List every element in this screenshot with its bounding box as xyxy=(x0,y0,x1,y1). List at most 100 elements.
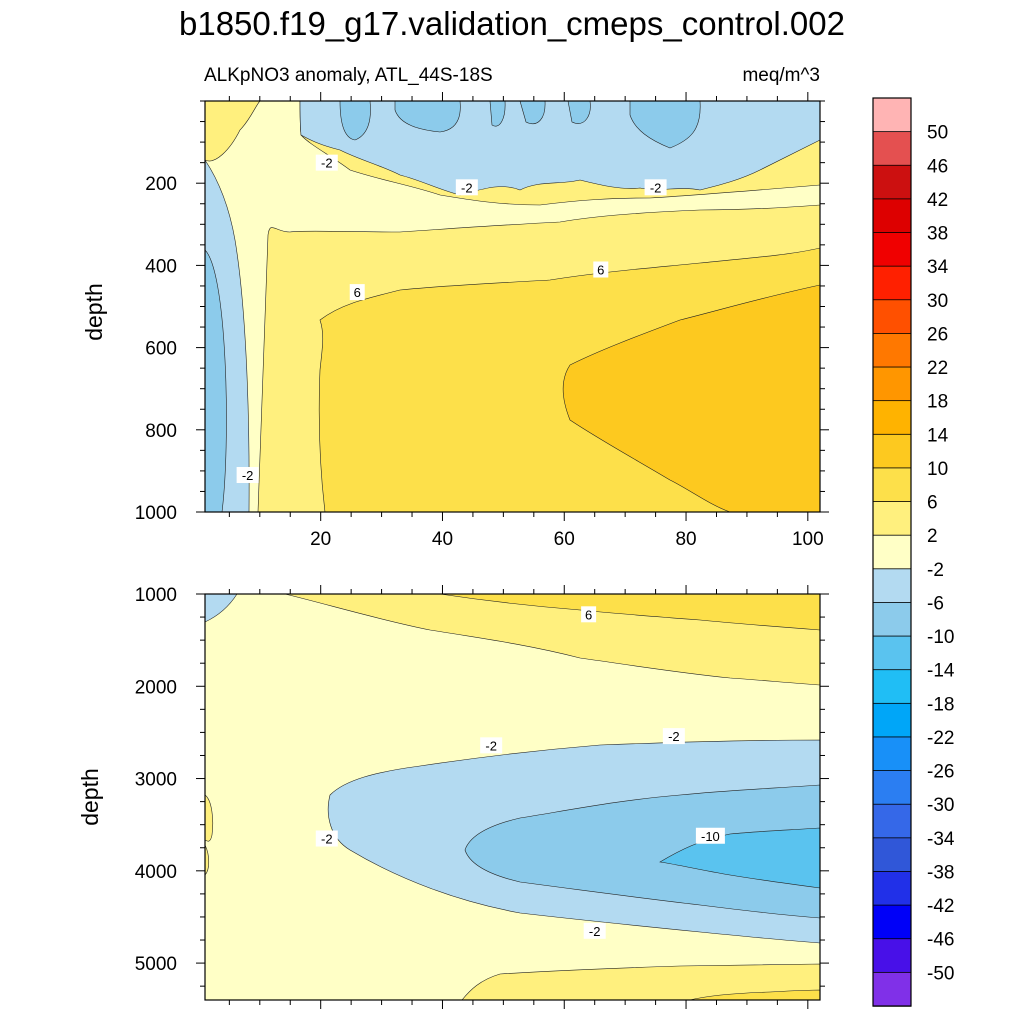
contour-label: -2 xyxy=(242,468,254,483)
contour-label-box xyxy=(349,284,365,301)
contour-label-box xyxy=(455,179,478,196)
lower-band-strong-negative xyxy=(464,784,821,919)
lower-panel: 1000 2000 3000 4000 5000 6 -2 -2 -2 -10 -2 depth xyxy=(77,585,829,1009)
subtitle-right: meq/m^3 xyxy=(742,65,820,86)
colorbar-label: -22 xyxy=(927,728,954,749)
colorbar-label: 42 xyxy=(927,190,948,211)
contour-label-box xyxy=(581,606,597,623)
contour-label-box xyxy=(315,830,338,847)
colorbar-swatch xyxy=(872,837,912,873)
y-tick-label: 1000 xyxy=(135,585,177,606)
colorbar-label: -42 xyxy=(927,896,954,917)
contour-label-box xyxy=(644,179,667,196)
upper-band-strong-negative-left xyxy=(204,249,227,513)
colorbar-swatch xyxy=(872,669,912,705)
colorbar-swatch xyxy=(872,635,912,671)
x-tick-label: 20 xyxy=(310,529,331,550)
contour-label: -2 xyxy=(650,180,662,195)
contour-label: 6 xyxy=(354,285,361,300)
colorbar-swatch xyxy=(872,702,912,738)
contour-label: -2 xyxy=(589,924,601,939)
colorbar-label: -34 xyxy=(927,829,955,850)
colorbar-label: -14 xyxy=(927,661,955,682)
colorbar-swatch xyxy=(872,736,912,772)
contour-label: -2 xyxy=(321,832,333,847)
upper-band-strong-positive xyxy=(562,284,821,513)
x-tick-label: 100 xyxy=(792,529,824,550)
colorbar-label: 50 xyxy=(927,123,948,144)
colorbar-swatch xyxy=(872,770,912,805)
upper-axis-ticks: 20 40 60 80 100 200 400 600 800 1000 xyxy=(135,92,829,550)
colorbar-swatch xyxy=(872,97,912,133)
colorbar-swatch xyxy=(872,467,912,503)
colorbar-label: -50 xyxy=(927,963,954,984)
x-tick-label: 80 xyxy=(675,529,696,550)
y-tick-label: 800 xyxy=(145,421,177,442)
colorbar-label: 14 xyxy=(927,425,949,446)
upper-panel: 20 40 60 80 100 200 400 600 800 1000 -2 -2 -2 6 6 -2 d… xyxy=(81,92,829,550)
colorbar-swatch xyxy=(872,803,912,839)
colorbar-swatch xyxy=(872,198,912,234)
colorbar-swatch xyxy=(872,164,912,200)
lower-panel-frame xyxy=(204,593,821,1001)
y-tick-label: 3000 xyxy=(135,770,177,791)
colorbar-swatch xyxy=(872,568,912,604)
contour-label-box xyxy=(593,261,609,278)
colorbar-label: 30 xyxy=(927,291,948,312)
colorbar-label: -2 xyxy=(927,560,944,581)
colorbar-label: 38 xyxy=(927,224,948,245)
upper-contour-labels: -2 -2 -2 6 6 -2 xyxy=(236,154,667,484)
contour-label-box xyxy=(695,827,725,844)
colorbar-swatch xyxy=(872,433,912,469)
colorbar-label: 6 xyxy=(927,493,938,514)
y-tick-label: 2000 xyxy=(135,677,177,698)
contour-label: -2 xyxy=(461,180,473,195)
contour-label-box xyxy=(480,737,503,754)
colorbar-swatch xyxy=(872,265,912,301)
contour-label-box xyxy=(315,154,338,171)
colorbar-swatch xyxy=(872,366,912,402)
lower-axis-ticks: 1000 2000 3000 4000 5000 xyxy=(135,585,829,1009)
colorbar-label: -6 xyxy=(927,593,944,614)
contour-label: -2 xyxy=(668,729,680,744)
lower-band-moderate-positive-top xyxy=(439,593,821,631)
y-tick-label: 5000 xyxy=(135,954,177,975)
colorbar-frame xyxy=(872,97,912,1007)
contour-label: 6 xyxy=(585,607,592,622)
colorbar-label: 46 xyxy=(927,156,948,177)
subtitle-left: ALKpNO3 anomaly, ATL_44S-18S xyxy=(204,65,493,86)
lower-contour-labels: 6 -2 -2 -2 -10 -2 xyxy=(315,606,725,939)
colorbar-swatch xyxy=(872,232,912,267)
lower-ylabel: depth xyxy=(77,768,103,826)
x-tick-label: 40 xyxy=(432,529,453,550)
contour-label-box xyxy=(236,467,259,484)
y-tick-label: 4000 xyxy=(135,862,177,883)
colorbar-swatch xyxy=(872,602,912,637)
colorbar: 50 46 42 38 34 30 26 22 18 14 10 6 2 -2 -6 -10 -14 -18 -22… xyxy=(872,97,955,1007)
upper-ylabel: depth xyxy=(81,283,107,341)
colorbar-swatch xyxy=(872,871,912,906)
contour-label: -2 xyxy=(321,156,333,171)
contour-label-box xyxy=(583,922,606,939)
colorbar-swatch xyxy=(872,131,912,166)
colorbar-swatch xyxy=(872,971,912,1007)
colorbar-label: 2 xyxy=(927,526,938,547)
colorbar-label: 26 xyxy=(927,324,948,345)
y-tick-label: 600 xyxy=(145,339,177,360)
colorbar-swatch xyxy=(872,299,912,335)
upper-band-strong-negative-surface xyxy=(339,100,701,149)
colorbar-label: 22 xyxy=(927,358,948,379)
lower-band-weak-positive-bottom xyxy=(461,963,821,1001)
colorbar-label: -30 xyxy=(927,795,954,816)
colorbar-swatch xyxy=(872,534,912,570)
colorbar-label: -38 xyxy=(927,862,954,883)
y-tick-label: 1000 xyxy=(135,503,177,524)
colorbar-label: -46 xyxy=(927,930,954,951)
colorbar-label: -26 xyxy=(927,762,954,783)
colorbar-swatch xyxy=(872,501,912,536)
contour-label: 6 xyxy=(597,263,604,278)
y-tick-label: 200 xyxy=(145,174,177,195)
colorbar-label: -18 xyxy=(927,694,954,715)
